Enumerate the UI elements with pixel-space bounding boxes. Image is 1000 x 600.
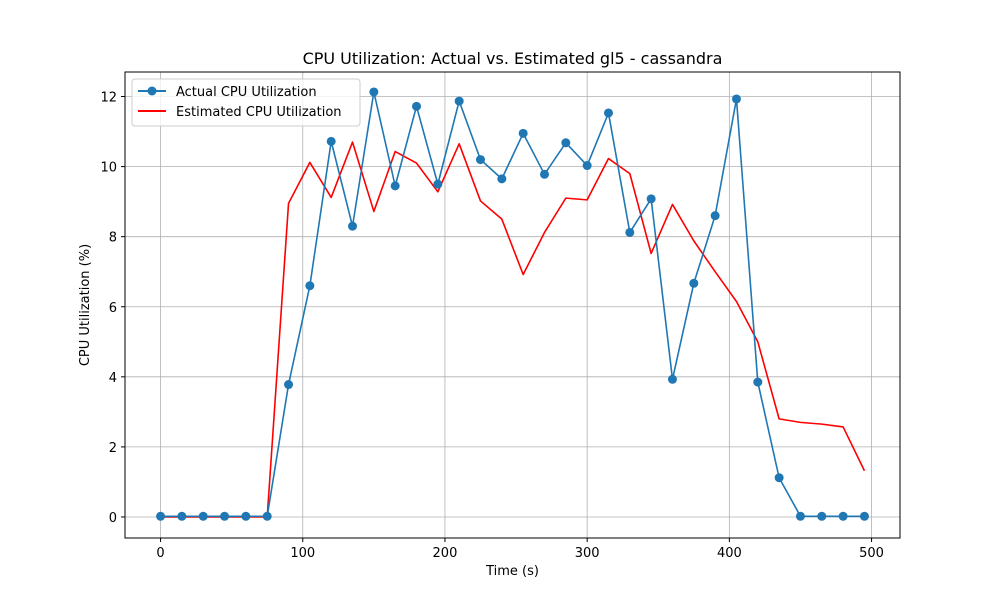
chart-title: CPU Utilization: Actual vs. Estimated gl… [303, 49, 723, 68]
y-tick-label: 4 [109, 371, 117, 386]
data-point-actual [731, 94, 741, 104]
series-line-actual [160, 91, 865, 518]
data-point-actual [220, 511, 230, 521]
data-point-actual [689, 278, 699, 288]
data-point-actual [369, 87, 379, 97]
data-point-actual [646, 194, 656, 204]
y-axis-ticks: 0 2 4 6 8 10 12 [100, 91, 125, 526]
data-point-actual [326, 136, 336, 146]
data-point-actual [667, 374, 677, 384]
data-point-actual [433, 179, 443, 189]
x-axis-label: Time (s) [485, 564, 539, 579]
data-point-actual [561, 138, 571, 148]
data-point-actual [454, 96, 464, 106]
series-line-estimated [160, 141, 866, 518]
data-point-actual [710, 211, 720, 221]
y-tick-label: 8 [109, 231, 117, 246]
y-tick-label: 12 [100, 91, 117, 106]
data-point-actual [390, 181, 400, 191]
data-point-actual [348, 221, 358, 231]
y-tick-label: 10 [100, 161, 117, 176]
data-point-actual [177, 511, 187, 521]
x-axis-ticks: 0 100 200 300 400 500 [156, 538, 884, 561]
data-point-actual [156, 511, 166, 521]
x-tick-label: 400 [717, 546, 742, 561]
legend-marker-actual [147, 86, 157, 96]
data-point-actual [412, 101, 422, 111]
data-point-actual [817, 511, 827, 521]
data-point-actual [284, 380, 294, 390]
data-point-actual [625, 227, 635, 237]
series-layer [156, 87, 869, 521]
data-point-actual [262, 511, 272, 521]
y-axis-label: CPU Utilization (%) [78, 244, 93, 366]
data-point-actual [539, 169, 549, 179]
y-tick-label: 2 [109, 441, 117, 456]
x-tick-label: 0 [156, 546, 164, 561]
data-point-actual [241, 511, 251, 521]
x-tick-label: 500 [859, 546, 884, 561]
grid-lines [125, 72, 900, 538]
plot-area-frame [124, 71, 901, 539]
data-point-actual [198, 511, 208, 521]
data-point-actual [582, 161, 592, 171]
data-point-actual [774, 473, 784, 483]
y-tick-label: 0 [109, 511, 117, 526]
data-point-actual [603, 108, 613, 118]
legend-label-actual: Actual CPU Utilization [176, 85, 317, 100]
x-tick-label: 300 [575, 546, 600, 561]
data-point-actual [795, 511, 805, 521]
data-point-actual [305, 281, 315, 291]
data-point-actual [859, 511, 869, 521]
data-point-actual [518, 128, 528, 138]
legend-label-estimated: Estimated CPU Utilization [176, 105, 342, 120]
data-point-actual [497, 174, 507, 184]
y-tick-label: 6 [109, 301, 117, 316]
data-point-actual [838, 511, 848, 521]
data-point-actual [476, 155, 486, 165]
x-tick-label: 100 [290, 546, 315, 561]
legend: Actual CPU Utilization Estimated CPU Uti… [131, 78, 361, 127]
x-tick-label: 200 [433, 546, 458, 561]
legend-box [131, 78, 361, 127]
data-point-actual [753, 377, 763, 387]
